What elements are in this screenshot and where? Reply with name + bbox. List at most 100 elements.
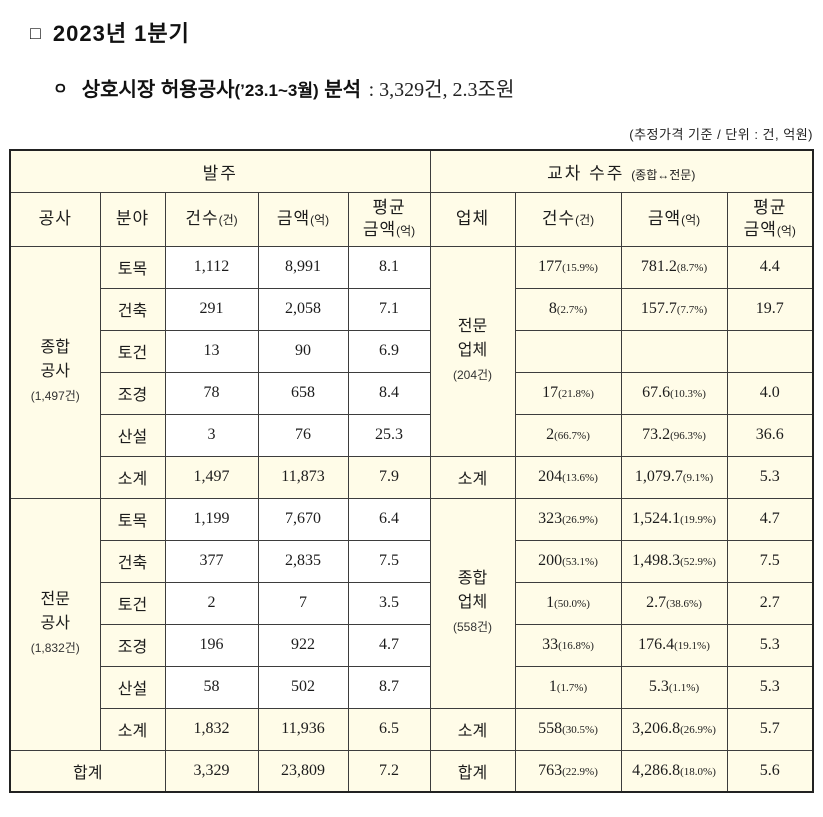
table-row: 조경 78 658 8.4 17(21.8%) 67.6(10.3%) 4.0 — [10, 371, 814, 415]
subtitle-main: 상호시장 허용공사 — [81, 79, 235, 101]
field-cell: 토목 — [99, 497, 166, 541]
cross-count-value: 204 — [538, 468, 563, 485]
company-label-1: 전문 — [457, 318, 488, 335]
cross-amount-value: 67.6 — [642, 384, 671, 401]
field-cell: 산설 — [99, 665, 166, 709]
group-label-1: 전문 — [40, 591, 70, 608]
cross-count-value: 1 — [546, 594, 555, 611]
section-title-text: 2023년 1분기 — [52, 21, 190, 46]
cross-amount-percent: (19.1%) — [674, 640, 710, 652]
cross-amount-value: 5.3 — [648, 678, 669, 695]
cross-amount-percent: (52.9%) — [680, 556, 716, 568]
avg-unit: (억) — [396, 224, 416, 238]
group-count-caption: (1,832건) — [30, 641, 80, 655]
cross-count-cell: 1(50.0%) — [514, 581, 622, 625]
order-avg-cell: 4.7 — [347, 623, 431, 667]
order-count-cell: 3,329 — [164, 749, 259, 793]
cross-amount-value: 1,498.3 — [632, 552, 681, 569]
order-count-cell: 291 — [164, 287, 259, 331]
cross-avg-cell: 7.5 — [726, 539, 814, 583]
group-label-2: 공사 — [40, 363, 70, 380]
company-label-2: 업체 — [457, 594, 488, 611]
cross-amount-percent: (38.6%) — [666, 598, 702, 610]
avg-label-1: 평균 — [753, 197, 787, 217]
field-cell: 건축 — [99, 287, 166, 331]
subtotal-row: 소계 1,832 11,936 6.5 소계 558(30.5%) 3,206.… — [10, 707, 814, 751]
order-amount-cell: 8,991 — [257, 245, 349, 289]
order-avg-cell: 7.9 — [347, 455, 431, 499]
cross-avg-cell — [726, 329, 814, 373]
cross-amount-value: 1,524.1 — [632, 510, 681, 527]
order-count-cell: 13 — [164, 329, 259, 373]
table-row: 산설 3 76 25.3 2(66.7%) 73.2(96.3%) 36.6 — [10, 413, 814, 457]
order-count-cell: 1,497 — [164, 455, 259, 499]
order-amount-cell: 7,670 — [257, 497, 349, 541]
cross-amount-percent: (8.7%) — [676, 262, 708, 274]
cross-count-percent: (30.5%) — [562, 724, 598, 736]
company-count-caption: (558건) — [452, 620, 493, 634]
col-header-avg: 평균 금액(억) — [347, 191, 431, 247]
cross-count-value: 323 — [538, 510, 563, 527]
cross-amount-value: 2.7 — [646, 594, 667, 611]
order-avg-cell: 3.5 — [347, 581, 431, 625]
order-avg-cell: 8.4 — [347, 371, 431, 415]
header-row-groups: 발주 교차 수주 (종합↔전문) — [9, 149, 814, 193]
cross-count-cell: 200(53.1%) — [514, 539, 622, 583]
table-row: 토건 13 90 6.9 — [10, 329, 814, 373]
table-row: 조경 196 922 4.7 33(16.8%) 176.4(19.1%) 5.… — [10, 623, 814, 667]
order-avg-cell: 8.1 — [347, 245, 431, 289]
company-count-caption: (204건) — [452, 368, 493, 382]
cross-count-percent: (50.0%) — [554, 598, 590, 610]
field-cell: 산설 — [99, 413, 166, 457]
order-avg-cell: 8.7 — [347, 665, 431, 709]
order-amount-cell: 90 — [257, 329, 349, 373]
cross-amount-cell: 4,286.8(18.0%) — [620, 749, 728, 793]
cross-avg-cell: 4.0 — [726, 371, 814, 415]
cross-count-value: 558 — [538, 720, 563, 737]
cross-count-percent: (26.9%) — [562, 514, 598, 526]
table-row: 건축 291 2,058 7.1 8(2.7%) 157.7(7.7%) 19.… — [10, 287, 814, 331]
order-amount-cell: 76 — [257, 413, 349, 457]
cross-count-percent: (2.7%) — [556, 304, 588, 316]
col-header-cross-amount: 금액(억) — [620, 191, 728, 247]
cross-count-percent: (66.7%) — [554, 430, 590, 442]
cross-count-value: 2 — [546, 426, 555, 443]
order-amount-cell: 7 — [257, 581, 349, 625]
order-count-cell: 58 — [164, 665, 259, 709]
order-amount-cell: 502 — [257, 665, 349, 709]
order-avg-cell: 7.2 — [347, 749, 431, 793]
company-label-2: 업체 — [457, 342, 488, 359]
subtitle-period: (’23.1~3월) — [234, 81, 319, 100]
cross-count-cell: 204(13.6%) — [514, 455, 622, 499]
cross-count-percent: (22.9%) — [562, 765, 598, 778]
cross-amount-cell: 3,206.8(26.9%) — [620, 707, 728, 751]
cross-count-cell — [514, 329, 622, 373]
cross-group-sub: (종합↔전문) — [631, 167, 696, 182]
field-cell: 토목 — [99, 245, 166, 289]
field-cell: 조경 — [99, 623, 166, 667]
cross-amount-percent: (18.0%) — [680, 765, 716, 778]
cross-count-cell: 558(30.5%) — [514, 707, 622, 751]
count-label: 건수 — [185, 208, 219, 228]
cross-avg-cell: 5.3 — [726, 623, 814, 667]
cross-count-cell: 33(16.8%) — [514, 623, 622, 667]
col-header-company: 업체 — [429, 191, 516, 247]
field-cell: 토건 — [99, 329, 166, 373]
order-amount-cell: 2,058 — [257, 287, 349, 331]
col-header-amount: 금액(억) — [257, 191, 349, 247]
count-unit: (건) — [575, 212, 595, 227]
group-label-2: 공사 — [40, 615, 70, 632]
cross-count-value: 33 — [542, 636, 559, 653]
document-page: □ 2023년 1분기 ㅇ 상호시장 허용공사(’23.1~3월) 분석 : 3,3… — [0, 16, 823, 817]
total-row: 합계 3,329 23,809 7.2 합계 763(22.9%) 4,286.… — [9, 749, 814, 793]
order-amount-cell: 2,835 — [257, 539, 349, 583]
header-order-group: 발주 — [9, 149, 431, 193]
avg-label-1: 평균 — [372, 197, 406, 217]
company-label-1: 종합 — [457, 570, 488, 587]
cross-count-cell: 763(22.9%) — [514, 749, 622, 793]
cross-avg-cell: 5.3 — [726, 665, 814, 709]
total-label: 합계 — [9, 749, 166, 793]
cross-amount-cell: 157.7(7.7%) — [620, 287, 728, 331]
